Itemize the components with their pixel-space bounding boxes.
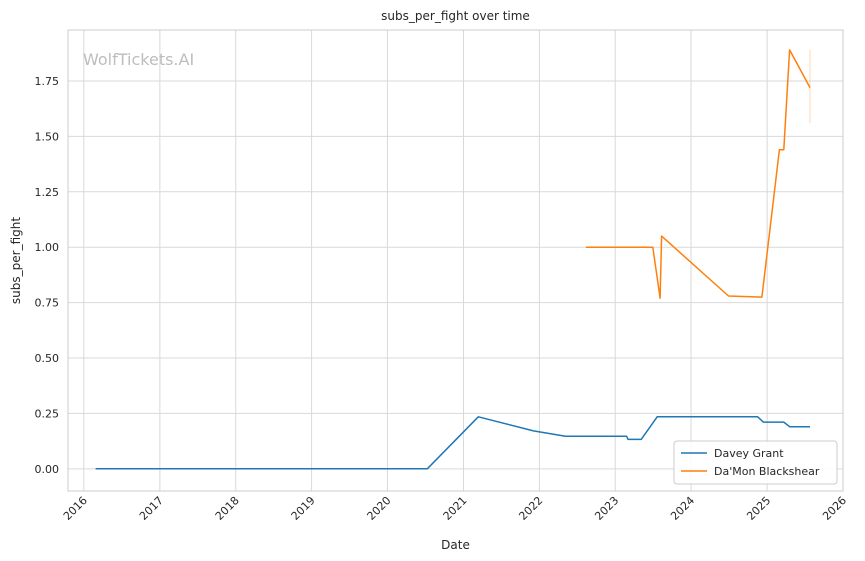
y-tick-label: 1.50 xyxy=(35,130,60,143)
y-axis-ticks: 0.00 0.25 0.50 0.75 1.00 1.25 1.50 1.75 xyxy=(35,75,60,476)
chart-title: subs_per_fight over time xyxy=(381,9,530,23)
plot-frame xyxy=(67,29,844,492)
y-axis-title: subs_per_fight xyxy=(9,217,23,304)
y-tick-label: 0.25 xyxy=(35,407,60,420)
y-tick-label: 0.75 xyxy=(35,297,60,310)
y-tick-label: 1.25 xyxy=(35,186,60,199)
series-line-1 xyxy=(585,49,811,299)
y-tick-label: 0.00 xyxy=(35,463,60,476)
series-points-0 xyxy=(95,416,810,469)
watermark-text: WolfTickets.AI xyxy=(83,50,194,69)
legend-label-damon-blackshear: Da'Mon Blackshear xyxy=(714,465,820,478)
series-points-1 xyxy=(585,49,810,299)
y-tick-label: 0.50 xyxy=(35,352,60,365)
x-axis-title: Date xyxy=(441,538,470,552)
series-line-0 xyxy=(95,416,810,470)
y-tick-label: 1.75 xyxy=(35,75,60,88)
y-tick-label: 1.00 xyxy=(35,241,60,254)
series-layer xyxy=(95,49,811,470)
legend-box xyxy=(673,440,838,485)
legend: Davey Grant Da'Mon Blackshear xyxy=(673,440,838,485)
legend-label-davey-grant: Davey Grant xyxy=(714,447,784,460)
